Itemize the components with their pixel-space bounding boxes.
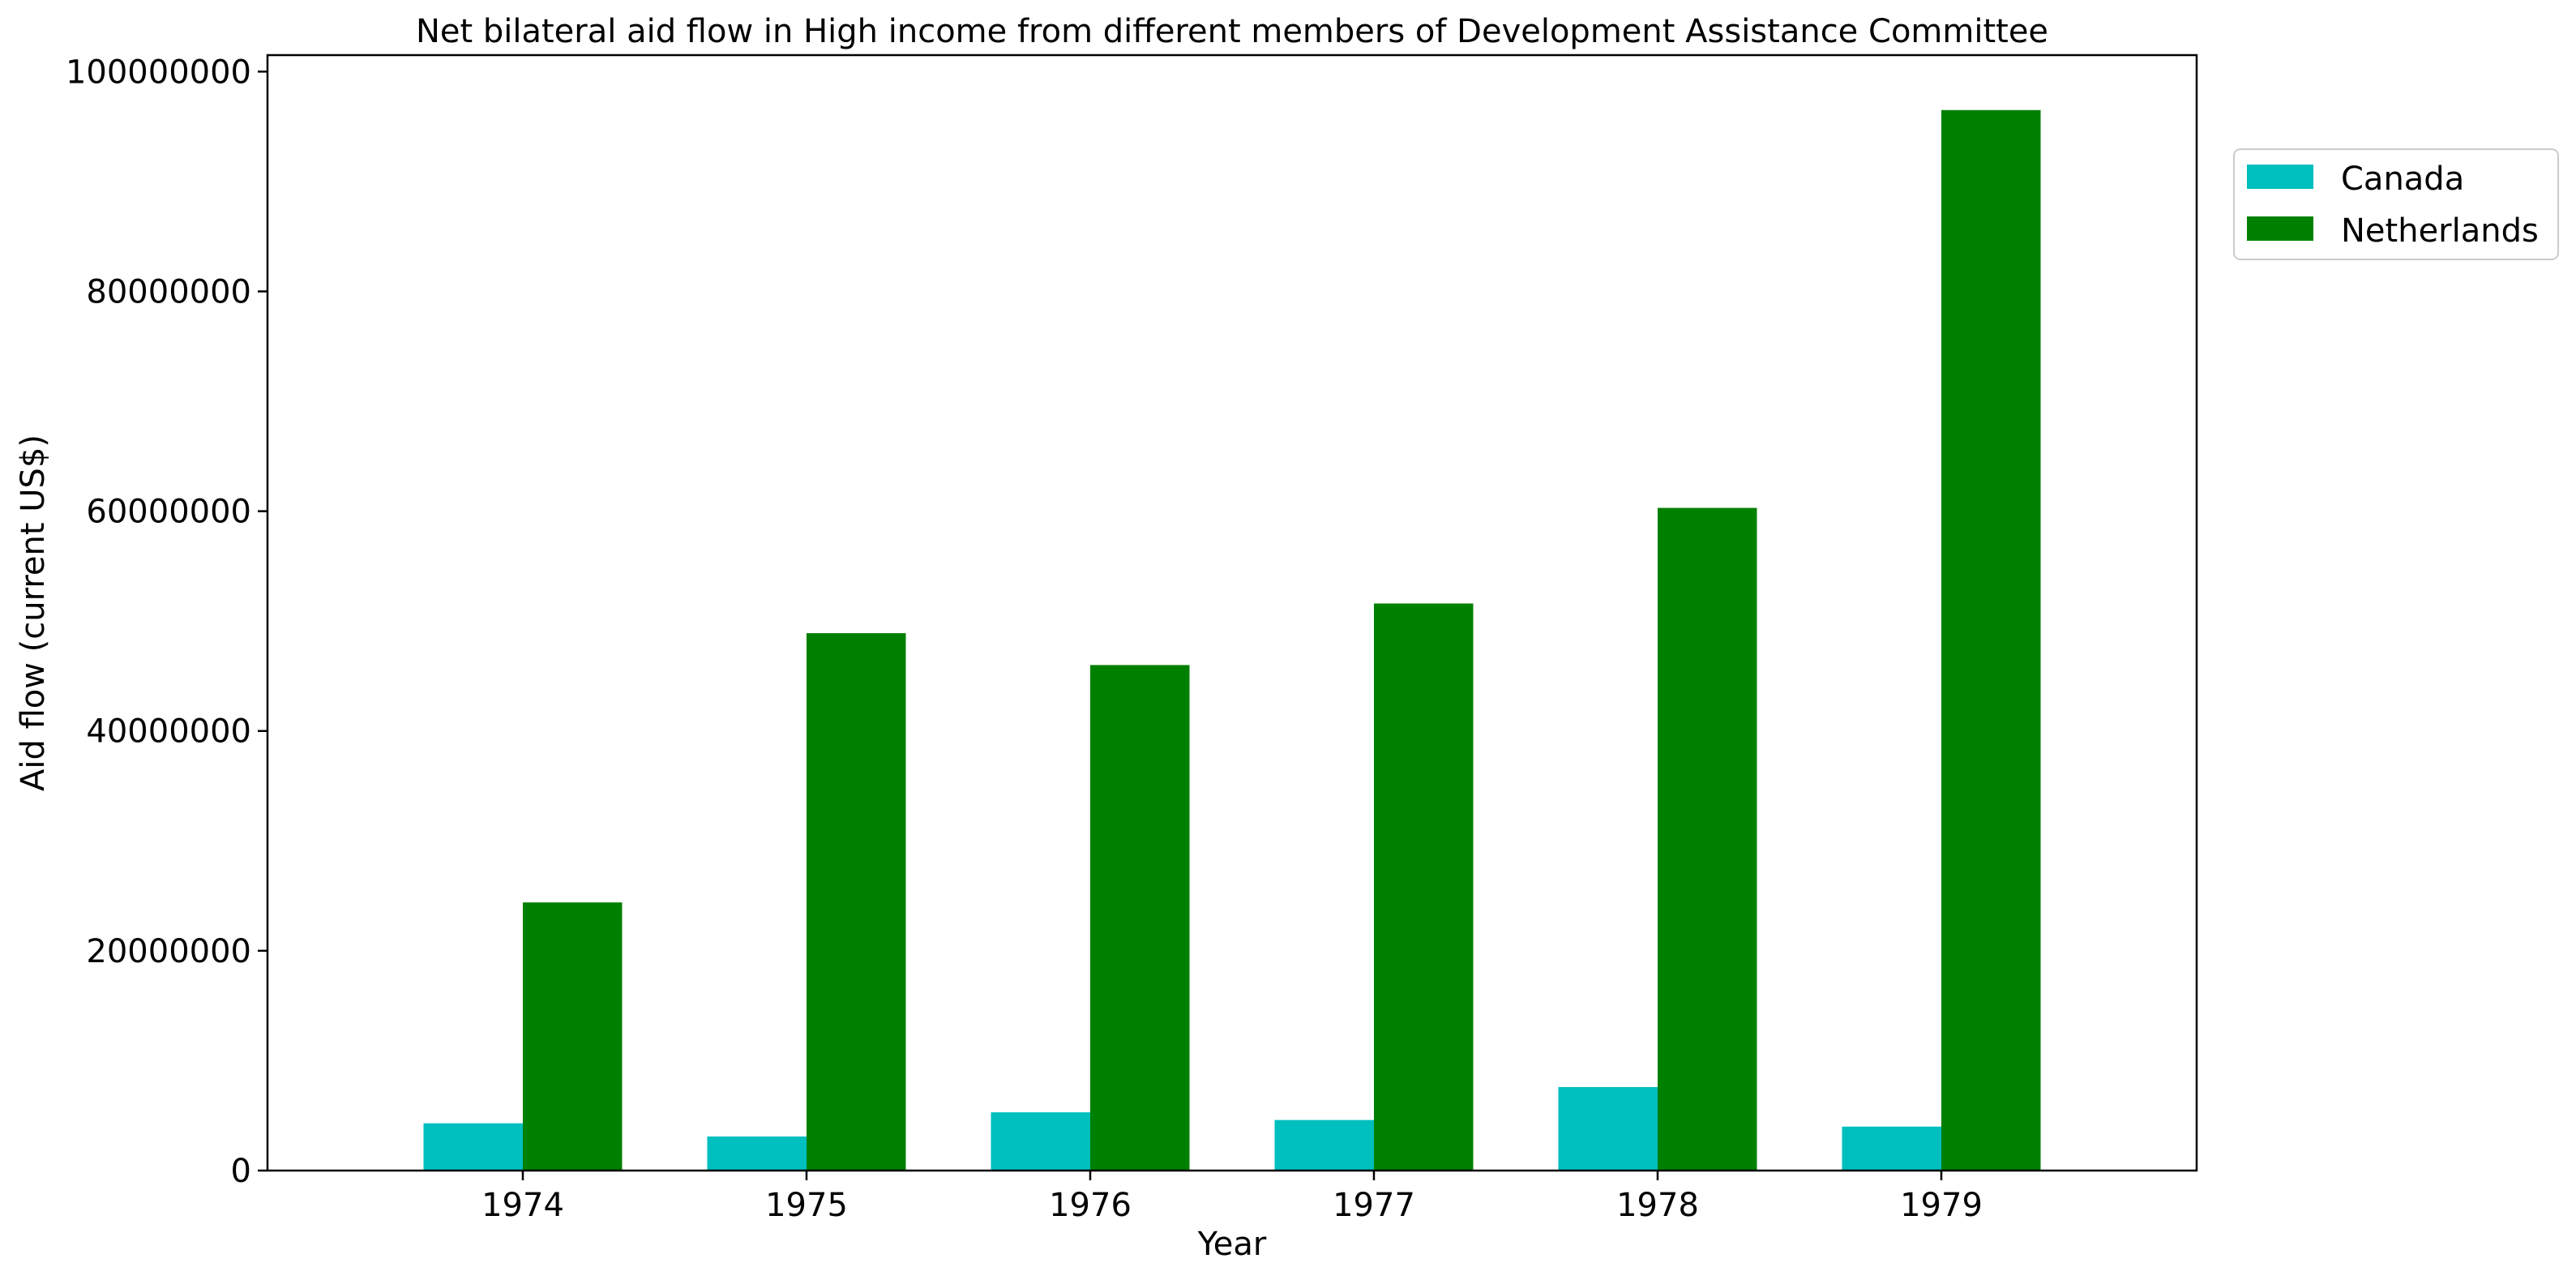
bar-canada-1977 xyxy=(1274,1119,1374,1171)
bar-netherlands-1979 xyxy=(1941,109,2041,1171)
y-tick-label: 100000000 xyxy=(66,54,251,91)
x-tick-label: 1976 xyxy=(1049,1187,1132,1224)
y-tick-label: 40000000 xyxy=(86,713,251,751)
y-axis-ticks: 0 20000000 40000000 60000000 80000000 1000000… xyxy=(66,54,267,1190)
y-tick-label: 20000000 xyxy=(86,933,251,970)
legend-label-netherlands: Netherlands xyxy=(2341,212,2539,250)
x-tick-label: 1979 xyxy=(1900,1187,1983,1224)
legend-swatch-netherlands xyxy=(2247,216,2313,241)
x-tick-label: 1978 xyxy=(1616,1187,1699,1224)
x-tick-label: 1977 xyxy=(1333,1187,1415,1224)
chart-title: Net bilateral aid flow in High income fr… xyxy=(416,13,2048,50)
bar-canada-1976 xyxy=(991,1112,1090,1171)
bar-netherlands-1975 xyxy=(807,633,906,1171)
y-tick-label: 60000000 xyxy=(86,494,251,531)
bar-canada-1974 xyxy=(423,1123,523,1171)
y-tick-label: 80000000 xyxy=(86,273,251,310)
x-tick-label: 1974 xyxy=(481,1187,564,1224)
x-axis-label: Year xyxy=(1197,1226,1267,1263)
legend-label-canada: Canada xyxy=(2341,161,2464,198)
bar-canada-1978 xyxy=(1558,1086,1658,1171)
bar-canada-1975 xyxy=(707,1136,807,1171)
y-tick-label: 0 xyxy=(231,1153,251,1190)
bar-netherlands-1978 xyxy=(1658,507,1757,1171)
bar-netherlands-1977 xyxy=(1374,603,1474,1171)
bar-canada-1979 xyxy=(1842,1126,1941,1171)
legend-frame xyxy=(2233,148,2559,260)
bar-netherlands-1974 xyxy=(523,902,623,1171)
plot-frame xyxy=(266,54,2198,1172)
x-tick-label: 1975 xyxy=(765,1187,848,1224)
legend-swatch-canada xyxy=(2247,165,2313,189)
legend: Canada Netherlands xyxy=(2233,148,2559,260)
y-axis-label: Aid flow (current US$) xyxy=(15,435,52,791)
x-axis-ticks: 1974 1975 1976 1977 1978 1979 xyxy=(481,1171,1983,1224)
bars-group xyxy=(423,109,2041,1171)
bar-netherlands-1976 xyxy=(1090,665,1190,1171)
